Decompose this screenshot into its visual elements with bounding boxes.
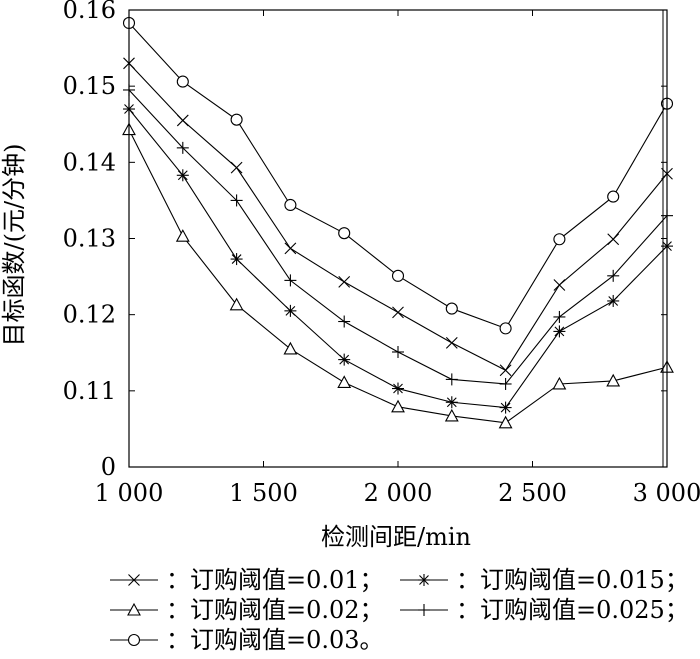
legend-marker: [127, 602, 141, 616]
data-point: [607, 190, 620, 203]
data-point: [337, 375, 352, 389]
legend-label: ：订购阈值=0.015；: [456, 566, 689, 594]
data-point: [445, 302, 458, 315]
x-tick-label: 3 000: [633, 479, 700, 507]
x-tick-label: 2 000: [364, 479, 433, 507]
data-point: [499, 377, 512, 390]
data-point: [392, 306, 404, 319]
data-point: [499, 364, 512, 377]
legend-item: ：订购阈值=0.015；: [400, 566, 689, 594]
data-point: [284, 274, 297, 287]
legend-marker: [128, 574, 140, 586]
data-point: [392, 382, 404, 395]
y-tick-label: 0.14: [63, 148, 116, 176]
series-line: [128, 22, 668, 330]
data-point: [338, 353, 351, 366]
y-tick-label: 0.11: [63, 377, 116, 405]
x-axis-title: 检测间距/min: [321, 523, 471, 551]
data-point: [553, 325, 566, 338]
y-tick-label: 0: [101, 453, 116, 481]
y-tick-label: 0.12: [63, 301, 116, 329]
data-point: [175, 229, 190, 242]
y-axis-title: 目标函数/(元/分钟): [0, 144, 28, 347]
data-point: [499, 401, 512, 414]
legend-item: ：订购阈值=0.01；: [110, 566, 384, 594]
legend-label: ：订购阈值=0.025；: [456, 596, 689, 624]
legend-marker: [418, 574, 430, 586]
data-point: [284, 242, 297, 255]
data-point: [338, 315, 351, 328]
data-point: [498, 415, 513, 429]
data-point: [230, 194, 243, 207]
legend-label: ：订购阈值=0.03。: [166, 626, 384, 654]
legend-item: ：订购阈值=0.03。: [110, 626, 384, 654]
data-point: [391, 399, 405, 413]
data-point: [230, 253, 243, 266]
data-point: [230, 113, 243, 126]
data-point: [445, 396, 458, 409]
legend-item: ：订购阈值=0.02；: [110, 596, 384, 624]
data-point: [230, 161, 243, 174]
data-point: [176, 114, 189, 127]
data-point: [445, 336, 458, 349]
data-point: [284, 198, 297, 212]
y-tick-label: 0.15: [63, 72, 116, 100]
data-point: [444, 408, 459, 422]
data-point: [229, 297, 244, 311]
data-point: [176, 75, 189, 88]
data-point: [176, 141, 189, 154]
data-point: [607, 269, 620, 282]
series-triangle: [122, 122, 674, 429]
data-point: [606, 373, 621, 387]
x-tick-label: 2 500: [498, 479, 567, 507]
data-point: [552, 376, 567, 390]
axes: 1 000 1 500 2 000 2 500 3 000 0 0.11 0.12 0.13 0.…: [63, 0, 700, 507]
legend-item: ：订购阈值=0.025；: [400, 596, 689, 624]
plot-frame: [128, 9, 668, 468]
series-line: [128, 89, 668, 385]
data-point: [499, 322, 512, 335]
data-point: [392, 345, 404, 358]
series-circle: [122, 16, 674, 335]
data-point: [607, 233, 620, 246]
data-point: [553, 279, 566, 291]
x-tick-label: 1 500: [229, 479, 298, 507]
data-point: [553, 310, 566, 323]
data-point: [553, 233, 566, 246]
series-x: [123, 57, 673, 377]
y-tick-label: 0.13: [63, 225, 116, 253]
legend-marker: [127, 633, 141, 647]
y-tick-label: 0.16: [63, 0, 116, 24]
legend-label: ：订购阈值=0.02；: [166, 596, 384, 624]
data-point: [338, 227, 351, 240]
series-plus: [123, 83, 673, 390]
data-point: [607, 294, 620, 307]
plot-area: [122, 16, 674, 429]
data-point: [338, 276, 351, 288]
data-point: [445, 373, 458, 386]
data-point: [176, 169, 189, 182]
series-line: [128, 108, 668, 409]
legend-marker: [418, 604, 430, 616]
legend-label: ：订购阈值=0.01；: [166, 566, 384, 594]
data-point: [391, 269, 405, 282]
x-tick-label: 1 000: [95, 479, 164, 507]
data-point: [283, 341, 298, 355]
data-point: [284, 304, 297, 317]
legend: ：订购阈值=0.01； ：订购阈值=0.015；：订购阈值=0.02； ：订购阈值=…: [110, 566, 689, 654]
